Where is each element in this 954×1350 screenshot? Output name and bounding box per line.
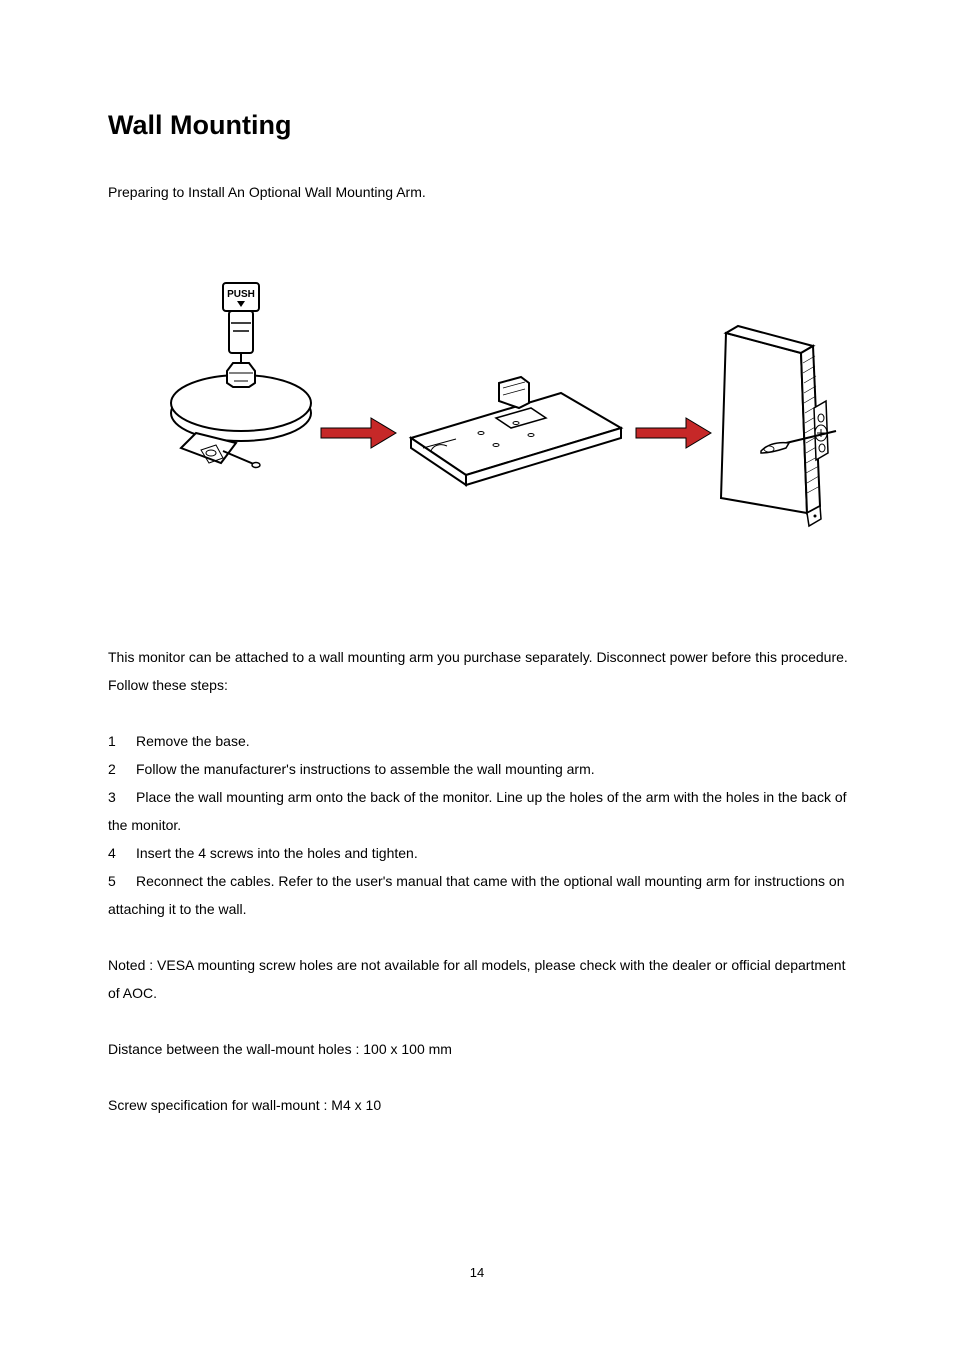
step-num: 2: [108, 755, 136, 783]
spec-screw: Screw specification for wall-mount : M4 …: [108, 1091, 854, 1119]
step-2: 2Follow the manufacturer's instructions …: [108, 755, 854, 783]
step-4: 4Insert the 4 screws into the holes and …: [108, 839, 854, 867]
step-1: 1Remove the base.: [108, 727, 854, 755]
mounting-diagram: PUSH: [121, 253, 841, 533]
step-num: 1: [108, 727, 136, 755]
step-text: Place the wall mounting arm onto the bac…: [108, 789, 847, 833]
arrow-1: [321, 418, 396, 448]
step2-monitor-flat: [411, 377, 621, 485]
step-num: 3: [108, 783, 136, 811]
push-label: PUSH: [227, 289, 255, 300]
step-text: Reconnect the cables. Refer to the user'…: [108, 873, 844, 917]
spec-distance: Distance between the wall-mount holes : …: [108, 1035, 854, 1063]
page-title: Wall Mounting: [108, 110, 854, 141]
step1-base: PUSH: [171, 283, 311, 468]
step-5: 5Reconnect the cables. Refer to the user…: [108, 867, 854, 923]
step-num: 4: [108, 839, 136, 867]
step-text: Insert the 4 screws into the holes and t…: [136, 845, 418, 861]
arrow-2: [636, 418, 711, 448]
intro-text: Preparing to Install An Optional Wall Mo…: [108, 181, 854, 203]
diagram-svg: PUSH: [121, 253, 841, 533]
steps-list: 1Remove the base. 2Follow the manufactur…: [108, 727, 854, 923]
step3-monitor-wall: [721, 326, 836, 526]
step-text: Remove the base.: [136, 733, 250, 749]
step-3: 3Place the wall mounting arm onto the ba…: [108, 783, 854, 839]
step-text: Follow the manufacturer's instructions t…: [136, 761, 595, 777]
page-number: 14: [0, 1265, 954, 1280]
note-text: Noted : VESA mounting screw holes are no…: [108, 951, 854, 1007]
body-paragraph: This monitor can be attached to a wall m…: [108, 643, 854, 699]
step-num: 5: [108, 867, 136, 895]
